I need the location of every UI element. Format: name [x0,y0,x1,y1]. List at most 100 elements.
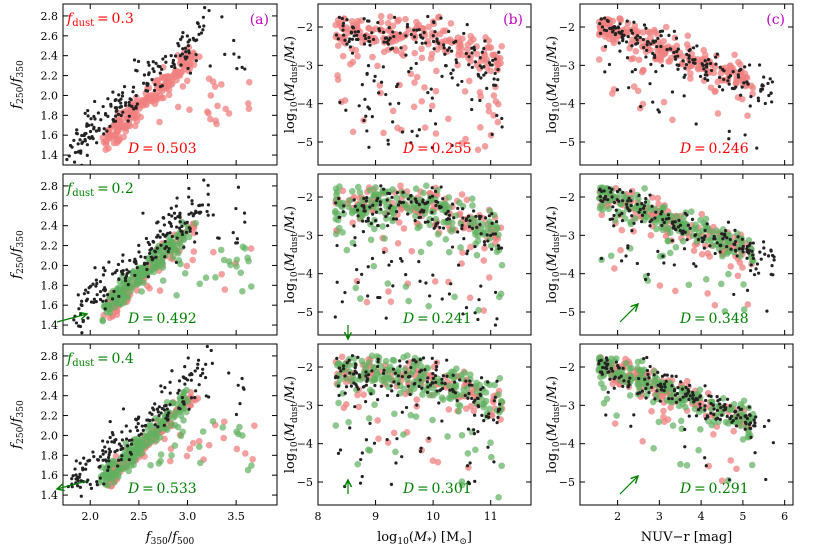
data-point-observed [462,31,466,36]
data-point-observed [654,70,658,74]
data-point-observed [629,28,633,32]
data-point-model-red [690,247,698,254]
data-point-observed [483,216,488,220]
data-point-observed [179,63,183,67]
data-point-observed [487,412,491,416]
data-point-model-green [140,279,147,286]
data-point-observed [725,245,729,249]
data-point-observed [382,187,386,191]
data-point-observed [345,42,349,46]
plot-area [595,15,775,150]
data-point-observed [612,213,616,218]
data-point-model-red [432,87,440,95]
data-point-model-red [429,457,437,465]
data-point-observed [431,273,435,277]
data-point-observed [85,153,89,157]
data-point-observed [696,238,701,242]
data-point-observed [450,76,454,80]
data-point-observed [196,358,201,362]
data-point-observed [102,482,106,486]
data-point-observed [476,317,480,322]
data-point-model-red [247,245,255,252]
data-point-model-green [354,183,362,191]
data-point-model-red [485,107,493,115]
data-point-model-red [470,407,478,415]
data-point-model-red [654,38,662,45]
y-tick-label: 2.6 [41,370,59,383]
data-point-model-green [479,221,487,228]
data-point-observed [492,460,496,464]
data-point-observed [687,56,691,60]
data-point-observed [202,178,206,182]
data-point-observed [713,251,717,256]
y-axis-label: f250/f350 [9,400,26,450]
data-point-model-red [233,445,241,453]
data-point-observed [732,292,736,297]
data-point-observed [604,413,608,417]
data-point-model-green [237,269,245,277]
data-point-model-red [220,434,228,442]
data-point-model-green [675,402,683,410]
data-point-model-red [251,422,258,430]
data-point-observed [186,66,190,71]
data-point-model-green [412,185,420,192]
ks-statistic-label: D = 0.241 [402,311,472,327]
data-point-model-green [447,395,454,403]
data-point-observed [482,73,486,77]
data-point-model-green [136,437,144,444]
data-point-observed [761,84,765,88]
data-point-model-green [400,431,407,438]
data-point-observed [363,33,367,37]
data-point-observed [425,380,429,384]
data-point-observed [467,225,472,229]
data-point-observed [101,439,105,443]
data-point-observed [630,70,634,74]
y-tick-label: 1.4 [41,489,59,502]
data-point-observed [755,262,760,266]
data-point-observed [723,232,727,236]
data-point-observed [163,246,167,251]
data-point-model-red [245,78,253,86]
data-point-observed [675,391,680,396]
data-point-observed [374,210,379,214]
data-point-observed [391,217,396,221]
data-point-observed [721,88,725,92]
data-point-observed [359,457,363,462]
data-point-observed [687,397,691,402]
data-point-observed [68,143,73,148]
data-point-observed [450,143,454,148]
data-point-observed [648,224,652,228]
data-point-observed [659,44,663,49]
data-point-observed [465,252,469,256]
data-point-observed [137,250,141,254]
data-point-model-red [639,29,647,36]
data-point-model-green [358,357,366,365]
data-point-observed [771,441,775,445]
data-point-observed [119,101,123,105]
data-point-observed [107,447,111,451]
data-point-observed [468,219,472,223]
data-point-observed [683,66,687,70]
data-point-observed [375,198,379,203]
data-point-observed [439,185,443,189]
data-point-observed [620,211,624,216]
data-point-observed [433,374,438,378]
data-point-model-red [397,206,405,213]
data-point-observed [203,5,207,10]
data-point-observed [676,47,680,51]
data-point-observed [433,122,438,126]
data-point-observed [772,255,776,259]
data-point-model-green [598,203,605,210]
data-point-model-green [472,446,479,454]
data-point-model-green [244,254,251,262]
data-point-observed [612,377,616,381]
data-point-model-green [155,416,162,424]
data-point-observed [620,29,624,33]
data-point-observed [441,374,445,378]
data-point-observed [462,237,466,241]
data-point-model-green [169,253,177,261]
data-point-model-green [239,243,247,251]
data-point-observed [232,52,236,56]
data-point-observed [112,440,116,444]
